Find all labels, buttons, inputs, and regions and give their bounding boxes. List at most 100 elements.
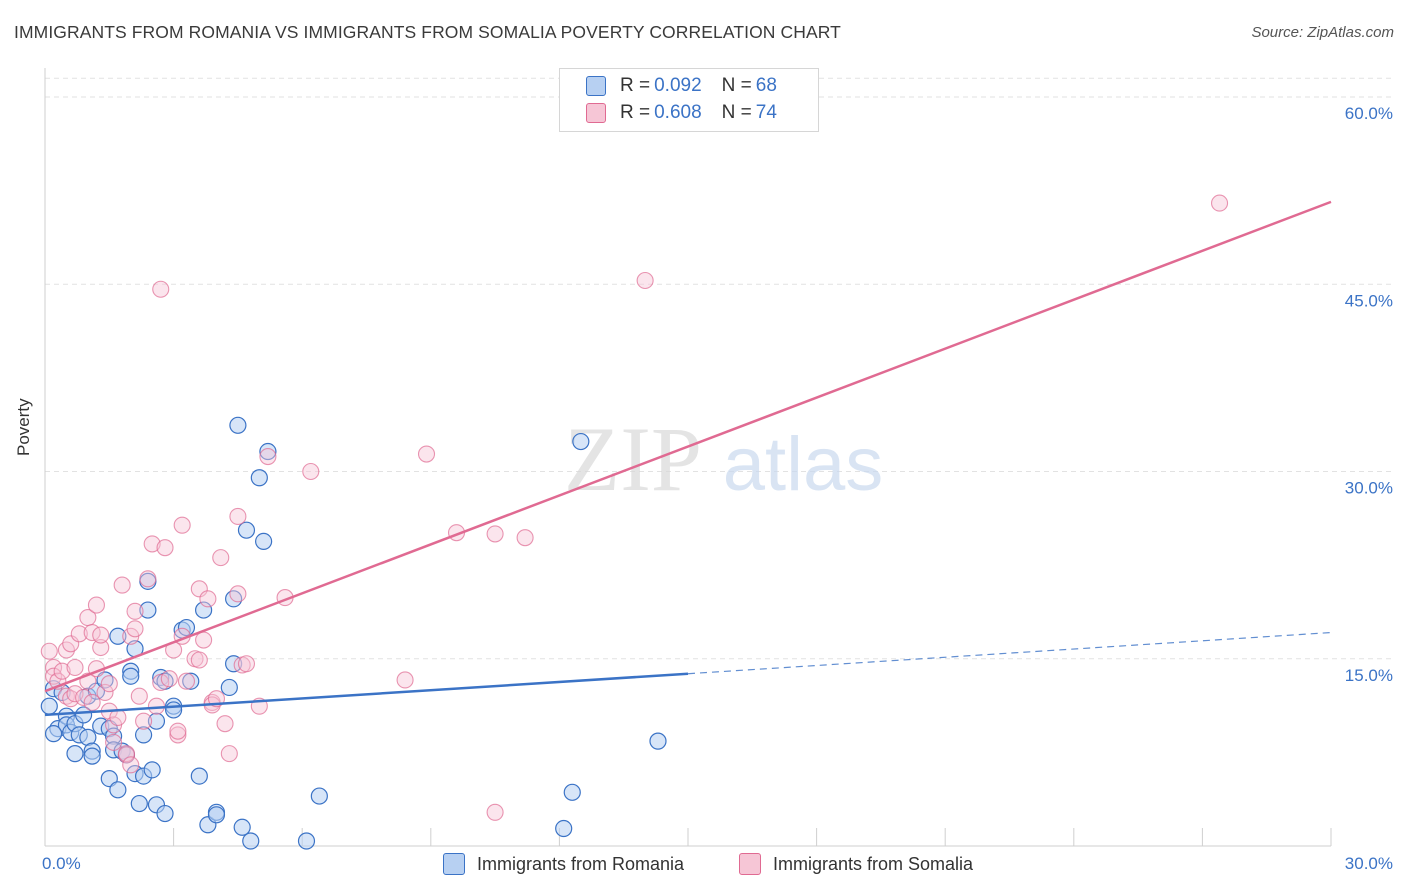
- somalia-point: [105, 733, 123, 751]
- legend-label-romania: Immigrants from Romania: [477, 853, 685, 874]
- grid-lines: [45, 77, 1392, 660]
- trend-lines: [44, 200, 1332, 717]
- somalia-point: [486, 803, 504, 821]
- somalia-point: [139, 570, 157, 588]
- somalia-point: [229, 585, 247, 603]
- somalia-point: [173, 516, 191, 534]
- somalia-point: [100, 675, 118, 693]
- somalia-point: [53, 662, 71, 680]
- somalia-point: [135, 712, 153, 730]
- somalia-point: [417, 445, 436, 463]
- somalia-point: [122, 756, 140, 774]
- romania-point: [233, 818, 251, 836]
- legend-label-somalia: Immigrants from Somalia: [773, 853, 974, 874]
- legend-row-romania: R = 0.092 N = 68: [586, 74, 777, 98]
- somalia-point: [92, 638, 110, 657]
- somalia-trend-line: [44, 200, 1332, 693]
- somalia-point: [302, 462, 320, 481]
- chart-title: IMMIGRANTS FROM ROMANIA VS IMMIGRANTS FR…: [14, 22, 841, 42]
- romania-point: [143, 761, 161, 779]
- somalia-point: [220, 745, 238, 763]
- somalia-point: [152, 673, 170, 692]
- somalia-point: [66, 658, 84, 677]
- stats-legend: R = 0.092 N = 68 R = 0.608 N = 74: [559, 68, 819, 132]
- somalia-point: [486, 525, 504, 543]
- somalia-point: [87, 596, 105, 614]
- romania-point: [225, 655, 243, 673]
- romania-point: [66, 745, 84, 763]
- romania-point: [83, 747, 101, 765]
- tick-labels: 15.0% 30.0% 45.0% 60.0% 0.0% 30.0%: [42, 104, 1393, 873]
- romania-point: [220, 678, 238, 697]
- legend-r-value: 0.608: [654, 102, 702, 123]
- romania-point: [139, 601, 157, 619]
- somalia-point: [113, 576, 131, 594]
- legend-item-romania[interactable]: Immigrants from Romania: [443, 853, 684, 875]
- legend-row-somalia: R = 0.608 N = 74: [586, 101, 777, 125]
- romania-point: [250, 469, 268, 487]
- y-tick-label: 30.0%: [1345, 479, 1393, 498]
- romania-point: [572, 432, 590, 451]
- romania-point: [242, 832, 260, 850]
- romania-point: [310, 787, 328, 805]
- romania-point: [74, 706, 93, 724]
- romania-point: [130, 794, 148, 813]
- somalia-point: [130, 687, 148, 705]
- somalia-point: [229, 507, 247, 525]
- somalia-point: [237, 655, 256, 673]
- legend-n-label: N =: [721, 102, 752, 123]
- romania-trend-line: [44, 672, 689, 717]
- y-axis-label: Poverty: [14, 398, 33, 456]
- somalia-point: [160, 670, 178, 688]
- romania-point: [297, 832, 316, 850]
- somalia-point: [190, 651, 208, 669]
- somalia-point: [96, 683, 114, 702]
- watermark: ZIP atlas: [564, 408, 883, 510]
- legend-swatch-romania: [443, 853, 465, 875]
- x-tick-label: 30.0%: [1345, 854, 1393, 873]
- somalia-point: [156, 539, 174, 557]
- somalia-point: [636, 271, 654, 290]
- somalia-point: [70, 625, 88, 643]
- romania-point: [165, 701, 183, 719]
- somalia-point: [195, 631, 213, 649]
- legend-r-label: R =: [620, 75, 651, 96]
- romania-point: [255, 532, 273, 551]
- somalia-point: [177, 672, 196, 690]
- romania-point: [44, 725, 63, 743]
- legend-n-label: N =: [721, 75, 752, 96]
- somalia-point: [75, 688, 93, 706]
- somalia-point: [40, 642, 58, 660]
- somalia-point: [396, 671, 414, 689]
- somalia-point: [126, 620, 144, 638]
- somalia-point: [169, 722, 187, 740]
- somalia-point: [126, 602, 144, 620]
- romania-point: [237, 521, 256, 539]
- somalia-point: [117, 745, 135, 763]
- somalia-point: [169, 726, 187, 744]
- romania-point: [555, 819, 573, 838]
- y-tick-label: 45.0%: [1345, 291, 1393, 310]
- romania-point: [134, 726, 153, 744]
- romania-point: [229, 416, 247, 434]
- watermark-atlas: atlas: [723, 422, 884, 507]
- romania-trend-extension: [687, 631, 1332, 675]
- somalia-point: [66, 685, 84, 703]
- legend-item-somalia[interactable]: Immigrants from Somalia: [739, 853, 973, 875]
- romania-point: [207, 806, 226, 824]
- romania-point: [109, 627, 127, 645]
- axes: [44, 68, 1332, 847]
- romania-point: [190, 767, 208, 785]
- romania-point: [40, 697, 58, 715]
- romania-point: [563, 783, 581, 801]
- romania-point: [182, 672, 200, 690]
- legend-swatch-somalia: [739, 853, 761, 875]
- watermark-zip: ZIP: [564, 408, 702, 510]
- series-legend: Immigrants from Romania Immigrants from …: [0, 851, 1406, 879]
- somalia-point: [83, 693, 101, 711]
- somalia-point: [92, 626, 110, 644]
- somalia-point: [259, 447, 277, 466]
- legend-n-value: 74: [755, 102, 777, 123]
- romania-point: [195, 601, 213, 619]
